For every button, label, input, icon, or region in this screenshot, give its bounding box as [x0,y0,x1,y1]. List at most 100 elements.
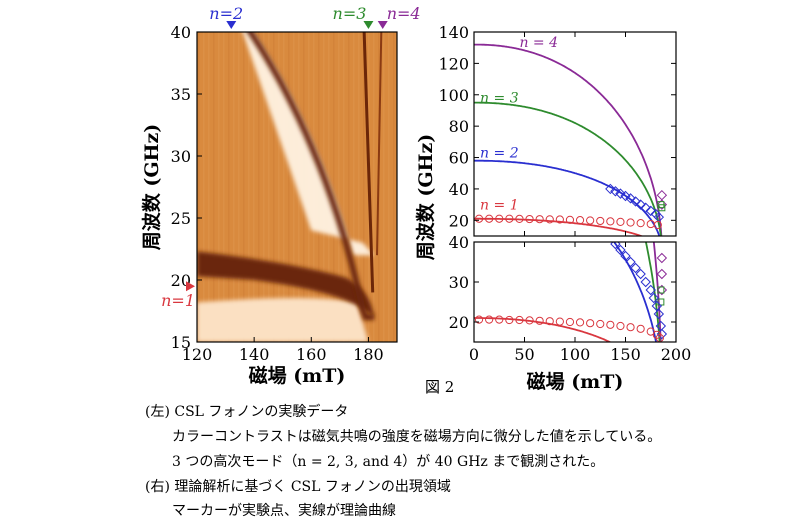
upper-marker-circle [535,215,544,224]
upper-marker-diamond [605,183,616,195]
upper-marker-diamond [635,199,646,210]
heatmap-streak [343,32,345,342]
lower-marker-circle [555,317,564,326]
upper-marker-circle [626,218,635,227]
heatmap-streak [393,32,395,342]
lower-marker-diamond [656,328,668,340]
heatmap-xtick-label: 160 [296,345,327,364]
upper-series-label: n = 4 [519,35,558,51]
lower-marker-circle [515,315,524,325]
upper-curve [474,101,662,236]
lower-xtick-label: 0 [469,345,479,364]
upper-marker-diamond [640,202,651,213]
lower-frame [473,241,677,343]
heatmap-low-region [197,298,369,342]
lower-marker-circle [586,319,595,328]
upper-marker-circle [555,215,564,224]
upper-marker-diamond [625,193,636,204]
lower-marker-diamond [656,284,668,296]
heatmap-mode-marker [377,21,388,29]
lower-marker-circle [525,316,534,325]
lower-xtick-label: 200 [661,345,692,364]
lower-marker-circle [606,320,615,329]
upper-marker-circle [485,214,494,223]
lower-marker-diamond [648,292,659,304]
heatmap-streak [223,32,225,342]
lower-marker-diamond [656,252,668,264]
heatmap-streak [363,32,365,342]
lower-marker-circle [485,315,494,324]
upper-ytick-label: 100 [438,86,469,105]
lower-curve [613,242,657,342]
heatmap-ytick-label: 25 [171,209,191,228]
upper-ytick-label: 140 [438,23,469,42]
lower-curve [652,242,662,342]
heatmap-streak [233,32,235,342]
lower-marker-circle [616,321,625,331]
lower-marker-circle [596,319,605,329]
upper-marker-circle [596,216,605,226]
upper-marker-diamond [656,189,668,201]
lower-marker-diamond [656,268,668,280]
lower-plot-area [474,242,668,342]
heatmap-n1-label: n=1 [161,291,195,310]
upper-marker-circle [505,214,514,223]
upper-marker-circle [653,220,662,230]
heatmap-streak [198,32,200,342]
heatmap-line-n3 [362,32,375,293]
upper-marker-square [658,204,666,212]
upper-marker-diamond [645,205,656,217]
upper-plot-area [474,43,668,236]
heatmap-streak [248,32,250,342]
upper-ytick-label: 80 [449,117,469,136]
heatmap-streak [208,32,210,342]
lower-marker-circle [505,315,514,325]
upper-marker-circle [575,216,585,225]
caption-left-line1: カラーコントラストは磁気共鳴の強度を磁場方向に微分した値を示している。 [172,429,662,445]
upper-marker-diamond [620,190,631,202]
upper-ytick-label: 20 [449,211,469,230]
heatmap-streak [243,32,245,342]
heatmap-ytick-label: 30 [171,147,191,166]
heatmap-mode-marker [363,21,374,29]
upper-curve [474,43,663,236]
upper-curve [474,159,661,236]
lower-marker-circle [626,323,635,332]
lower-marker-circle [495,315,504,324]
upper-marker-circle [606,217,615,226]
heatmap-streak [273,32,275,342]
heatmap-n1-marker [186,281,195,292]
upper-marker-circle [525,214,534,224]
lower-marker-circle [575,318,585,327]
heatmap-band-n1 [197,251,375,318]
upper-series-label: n = 2 [480,146,519,162]
lower-xtick-label: 50 [514,345,534,364]
heatmap-ytick-label: 15 [171,333,191,352]
heatmap-streak [293,32,295,342]
heatmap-streak [333,32,335,342]
figure-2: 15 20 25 30 35 40 120 140 160 180 磁場 (mT) 周波数 (GHz)… [140,4,692,393]
upper-marker-circle [495,214,504,223]
lower-marker-diamond [640,276,651,288]
heatmap-streak [218,32,220,342]
heatmap-curve-n2 [246,32,375,321]
lower-xtick-label: 150 [610,345,641,364]
figure-label: 図 2 [425,378,455,396]
lower-xtick-label: 100 [560,345,591,364]
heatmap-frame [196,31,398,343]
heatmap-streak [288,32,290,342]
heatmap-mode-label: n=4 [387,4,421,23]
lower-marker-circle [535,316,544,325]
heatmap-xlabel: 磁場 (mT) [249,364,346,387]
heatmap-line-n4 [376,32,383,256]
lower-marker-diamond [625,256,636,268]
caption-left-title: (左) CSL フォノンの実験データ [145,404,349,420]
heatmap-streak [388,32,390,342]
lower-curve [474,317,613,342]
heatmap-streak [213,32,215,342]
heatmap-mode-label: n=2 [209,4,243,23]
heatmap-streak [263,32,265,342]
heatmap-streak [358,32,360,342]
heatmap-streak [238,32,240,342]
upper-series-label: n = 3 [480,91,519,107]
